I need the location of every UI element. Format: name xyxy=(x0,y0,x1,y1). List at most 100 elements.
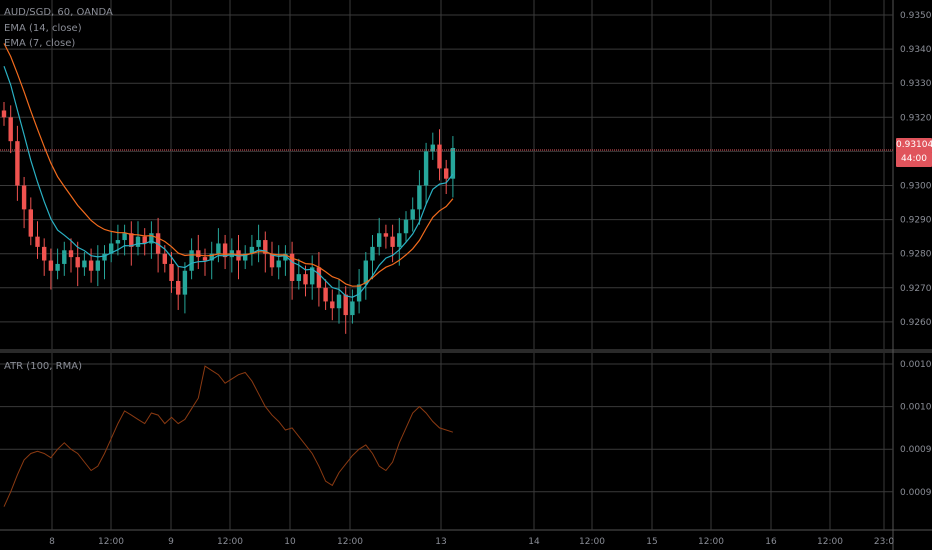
candle-body xyxy=(21,185,27,210)
atr-tick-label: 0.00102 xyxy=(900,360,932,370)
candle-body xyxy=(377,233,382,247)
candle-body xyxy=(289,253,295,281)
ema7-line xyxy=(3,65,454,298)
candle-body xyxy=(430,144,435,152)
candle-body xyxy=(55,263,60,271)
ema14-legend[interactable]: EMA (14, close) xyxy=(4,23,82,34)
candle-body xyxy=(336,294,342,309)
candle-body xyxy=(75,257,80,268)
x-tick-label: 12:00 xyxy=(817,537,843,547)
candle-body xyxy=(28,209,33,237)
candle-body xyxy=(444,168,449,179)
candle-body xyxy=(95,260,100,271)
candle-body xyxy=(8,117,13,142)
candle-body xyxy=(363,260,368,285)
candle-body xyxy=(256,240,261,247)
candle-body xyxy=(189,250,194,271)
price-axis: 0.926000.927000.928000.929000.930000.931… xyxy=(900,11,932,328)
candle-body xyxy=(310,267,315,285)
x-tick-label: 23:0 xyxy=(874,537,894,547)
candle-body xyxy=(283,253,288,261)
candles xyxy=(1,101,456,334)
candle-body xyxy=(162,253,167,264)
symbol-legend[interactable]: AUD/SGD, 60, OANDA xyxy=(4,7,113,18)
candle-body xyxy=(142,236,147,244)
x-tick-label: 12:00 xyxy=(337,537,363,547)
pane-separator[interactable] xyxy=(0,349,932,353)
x-tick-label: 14 xyxy=(528,537,540,547)
countdown-badge: 44:00 xyxy=(896,152,932,167)
candle-body xyxy=(276,260,281,268)
candle-body xyxy=(410,209,415,220)
candle-body xyxy=(102,253,107,261)
candle-body xyxy=(48,260,54,271)
candle-body xyxy=(397,233,402,247)
candle-body xyxy=(82,260,87,268)
candle-body xyxy=(243,253,248,261)
candle-body xyxy=(182,270,188,295)
candle-body xyxy=(316,267,322,288)
candle-body xyxy=(109,243,114,254)
candle-body xyxy=(209,253,214,261)
time-axis: 8 12:00 9 12:00 10 12:00 13 14 12:00 15 12:00 16 12:… xyxy=(49,537,894,547)
candle-body xyxy=(423,151,429,186)
candle-body xyxy=(196,250,201,258)
candle-body xyxy=(249,246,255,254)
candle-body xyxy=(390,236,395,247)
x-tick-label: 16 xyxy=(765,537,777,547)
candle-body xyxy=(15,141,20,186)
candle-body xyxy=(88,260,94,271)
candle-body xyxy=(383,233,389,237)
x-tick-label: 13 xyxy=(435,537,446,547)
candle-body xyxy=(149,233,154,244)
ema14-line xyxy=(3,43,454,287)
candle-body xyxy=(129,233,134,247)
candle-body xyxy=(222,243,228,258)
candle-body xyxy=(122,233,127,241)
candle-body xyxy=(169,263,174,281)
x-tick-label: 12:00 xyxy=(217,537,243,547)
ema7-legend[interactable]: EMA (7, close) xyxy=(4,38,76,49)
last-price-badge: 0.93104 xyxy=(896,138,932,153)
candle-body xyxy=(343,294,348,316)
candle-body xyxy=(115,240,121,244)
candle-body xyxy=(216,243,221,254)
candle-body xyxy=(263,240,268,254)
x-tick-label: 10 xyxy=(284,537,296,547)
atr-line xyxy=(3,365,454,507)
candle-body xyxy=(437,144,442,169)
candle-body xyxy=(155,233,161,254)
candle-body xyxy=(450,147,456,179)
x-tick-label: 9 xyxy=(168,537,174,547)
x-tick-label: 8 xyxy=(49,537,55,547)
candle-body xyxy=(1,110,7,118)
x-tick-label: 15 xyxy=(646,537,657,547)
candle-body xyxy=(68,250,74,258)
candle-body xyxy=(323,287,328,302)
candle-body xyxy=(176,280,181,295)
candle-body xyxy=(356,284,362,302)
atr-legend[interactable]: ATR (100, RMA) xyxy=(4,361,82,372)
candle-body xyxy=(202,257,208,261)
candle-body xyxy=(417,185,422,210)
candle-body xyxy=(330,301,335,309)
candle-body xyxy=(370,246,375,261)
atr-tick-label: 0.00098 xyxy=(900,445,932,455)
candle-body xyxy=(296,274,301,281)
x-tick-label: 12:00 xyxy=(579,537,605,547)
candle-body xyxy=(42,246,47,261)
x-tick-label: 12:00 xyxy=(698,537,724,547)
